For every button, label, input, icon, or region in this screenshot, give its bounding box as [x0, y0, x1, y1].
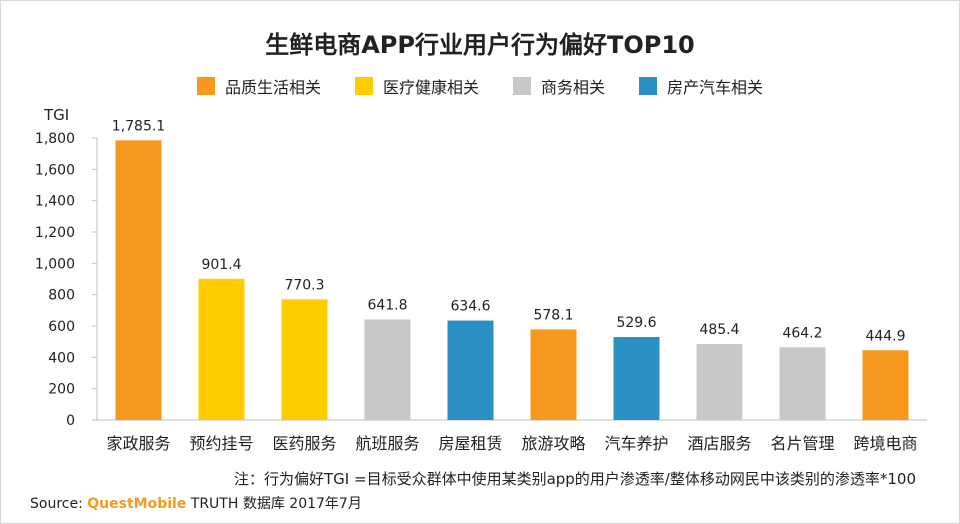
legend-swatch-property-auto	[639, 77, 658, 95]
source-label: Source:	[30, 496, 83, 512]
x-category-label: 汽车养护	[604, 434, 668, 453]
bar-value-label: 444.9	[865, 328, 905, 344]
bar	[613, 337, 660, 420]
x-category-label: 预约挂号	[189, 434, 253, 453]
legend: 品质生活相关 医疗健康相关 商务相关 房产汽车相关	[0, 74, 960, 98]
legend-item-quality-life: 品质生活相关	[196, 74, 321, 98]
x-category-label: 旅游攻略	[521, 434, 585, 453]
x-category-label: 房屋租赁	[438, 434, 502, 453]
legend-label-medical-health: 医疗健康相关	[382, 78, 479, 97]
bar	[696, 343, 743, 420]
y-tick-label: 1,600	[35, 162, 75, 178]
bar-value-label: 529.6	[616, 315, 656, 331]
y-tick-label: 1,400	[35, 194, 75, 210]
x-category-label: 跨境电商	[853, 434, 917, 453]
bar-value-label: 464.2	[782, 325, 822, 341]
y-tick-label: 800	[48, 288, 75, 304]
y-tick-label: 1,000	[35, 256, 75, 272]
legend-swatch-medical-health	[354, 77, 373, 95]
source-brand: QuestMobile	[87, 496, 187, 512]
y-tick-label: 1,800	[35, 131, 75, 147]
bar	[198, 278, 245, 420]
bar	[447, 320, 494, 420]
y-tick-label: 0	[66, 413, 75, 429]
bar-value-label: 1,785.1	[112, 118, 165, 134]
x-category-label: 航班服务	[355, 434, 419, 453]
footnote: 注：行为偏好TGI =目标受众群体中使用某类别app的用户渗透率/整体移动网民中…	[234, 470, 916, 488]
bar-value-label: 770.3	[284, 277, 324, 293]
legend-label-quality-life: 品质生活相关	[224, 78, 321, 97]
legend-swatch-quality-life	[196, 77, 215, 95]
legend-label-property-auto: 房产汽车相关	[667, 78, 764, 97]
bar-value-label: 485.4	[699, 322, 739, 338]
y-tick-label: 1,200	[35, 225, 75, 241]
legend-item-business: 商务相关	[513, 74, 605, 98]
bar-value-label: 901.4	[201, 257, 241, 273]
bar	[530, 329, 577, 420]
y-axis-label: TGI	[44, 106, 70, 124]
x-category-label: 名片管理	[770, 434, 834, 453]
bar-value-label: 578.1	[533, 307, 573, 323]
x-category-label: 酒店服务	[687, 434, 751, 453]
bar-value-label: 634.6	[450, 299, 490, 315]
bar	[364, 319, 411, 420]
bar-value-label: 641.8	[367, 297, 407, 313]
bar	[281, 299, 328, 420]
x-category-label: 家政服务	[106, 434, 170, 453]
source-line: Source: QuestMobile TRUTH 数据库 2017年7月	[30, 493, 362, 513]
bar	[779, 347, 826, 420]
source-rest: TRUTH 数据库 2017年7月	[190, 496, 362, 512]
bar	[115, 140, 162, 420]
bar	[862, 350, 909, 420]
y-tick-label: 200	[48, 382, 75, 398]
legend-item-property-auto: 房产汽车相关	[639, 74, 763, 98]
x-category-label: 医药服务	[272, 434, 336, 453]
legend-swatch-business	[513, 77, 531, 95]
y-tick-label: 400	[48, 350, 75, 366]
chart-title: 生鲜电商APP行业用户行为偏好TOP10	[265, 31, 695, 59]
y-tick-label: 600	[48, 319, 75, 335]
legend-label-business: 商务相关	[541, 78, 606, 97]
legend-item-medical-health: 医疗健康相关	[354, 74, 479, 98]
